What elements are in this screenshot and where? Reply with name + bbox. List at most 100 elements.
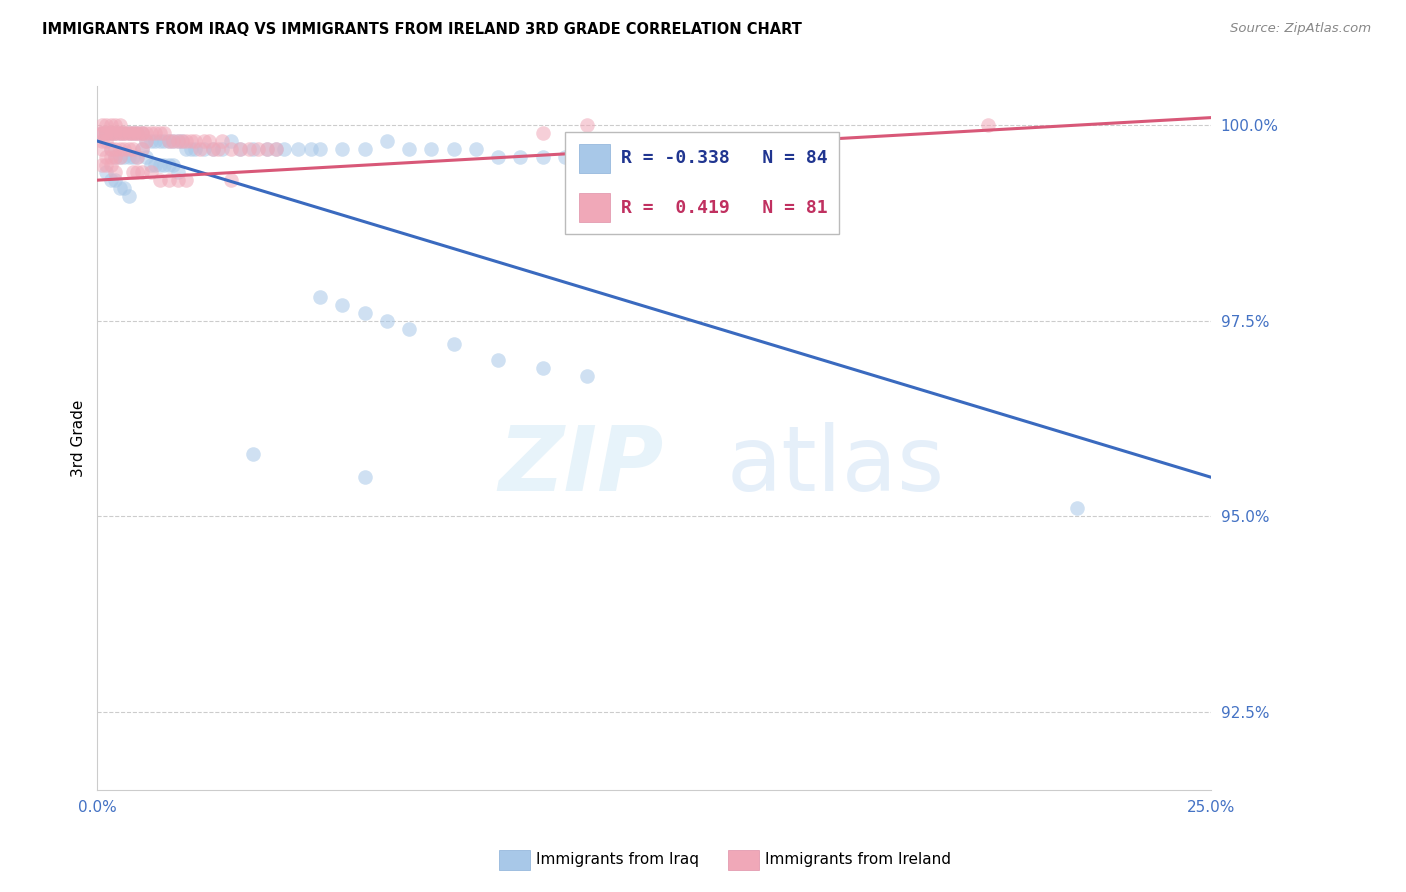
Point [108, 142, 131, 156]
Point [229, 142, 252, 156]
Point [122, 150, 145, 164]
Point [149, 157, 172, 171]
Point [157, 157, 180, 171]
Point [197, 134, 219, 148]
Point [166, 165, 188, 179]
Point [104, 150, 127, 164]
Point [509, 150, 531, 164]
Point [309, 290, 332, 304]
Point [90, 126, 112, 140]
Point [180, 142, 202, 156]
Point [104, 126, 127, 140]
Point [127, 150, 149, 164]
Point [143, 157, 166, 171]
Text: Source: ZipAtlas.com: Source: ZipAtlas.com [1230, 22, 1371, 36]
Point [330, 142, 353, 156]
Point [202, 142, 225, 156]
Point [100, 126, 122, 140]
Point [139, 134, 162, 148]
Text: Immigrants from Ireland: Immigrants from Ireland [765, 853, 950, 867]
Point [256, 142, 278, 156]
Point [211, 142, 233, 156]
Point [100, 157, 122, 171]
Point [531, 360, 554, 375]
Point [443, 337, 465, 351]
Point [96, 157, 118, 171]
Point [184, 134, 207, 148]
Point [398, 321, 420, 335]
Point [135, 134, 157, 148]
Point [166, 173, 188, 187]
Text: ZIP: ZIP [498, 422, 664, 510]
Point [219, 173, 242, 187]
Point [486, 150, 509, 164]
Point [117, 126, 139, 140]
Point [104, 165, 127, 179]
Point [219, 134, 242, 148]
Point [131, 126, 153, 140]
Point [157, 134, 180, 148]
Point [139, 126, 162, 140]
Point [108, 126, 131, 140]
Point [554, 150, 576, 164]
Point [112, 142, 135, 156]
Point [398, 142, 420, 156]
Point [117, 142, 139, 156]
Point [96, 119, 118, 133]
Point [112, 150, 135, 164]
Point [100, 126, 122, 140]
Point [443, 142, 465, 156]
Point [242, 142, 264, 156]
Point [299, 142, 322, 156]
Point [188, 142, 211, 156]
Point [219, 142, 242, 156]
Point [117, 126, 139, 140]
Point [135, 150, 157, 164]
Point [127, 126, 149, 140]
Point [330, 298, 353, 312]
Point [149, 134, 172, 148]
Point [96, 126, 118, 140]
Text: IMMIGRANTS FROM IRAQ VS IMMIGRANTS FROM IRELAND 3RD GRADE CORRELATION CHART: IMMIGRANTS FROM IRAQ VS IMMIGRANTS FROM … [42, 22, 801, 37]
Point [353, 142, 375, 156]
Point [143, 134, 166, 148]
Point [202, 142, 225, 156]
Point [246, 142, 269, 156]
Point [153, 134, 176, 148]
Point [576, 150, 599, 164]
Point [149, 173, 172, 187]
Point [375, 134, 398, 148]
Point [193, 134, 215, 148]
Point [135, 126, 157, 140]
Point [122, 142, 145, 156]
Point [264, 142, 287, 156]
Point [162, 134, 184, 148]
Point [464, 142, 486, 156]
Point [143, 126, 166, 140]
Point [486, 353, 509, 368]
Point [127, 150, 149, 164]
Text: atlas: atlas [727, 422, 945, 510]
Point [100, 173, 122, 187]
Point [665, 150, 688, 164]
Point [643, 150, 665, 164]
Point [104, 150, 127, 164]
Point [100, 142, 122, 156]
Point [353, 470, 375, 484]
Point [162, 157, 184, 171]
Point [108, 150, 131, 164]
Point [108, 126, 131, 140]
Point [100, 119, 122, 133]
Point [287, 142, 309, 156]
Point [157, 173, 180, 187]
Point [166, 134, 188, 148]
Point [90, 126, 112, 140]
Point [108, 126, 131, 140]
Point [166, 134, 188, 148]
Point [375, 314, 398, 328]
Point [127, 126, 149, 140]
Point [599, 150, 621, 164]
Point [122, 126, 145, 140]
Point [96, 150, 118, 164]
Point [184, 142, 207, 156]
